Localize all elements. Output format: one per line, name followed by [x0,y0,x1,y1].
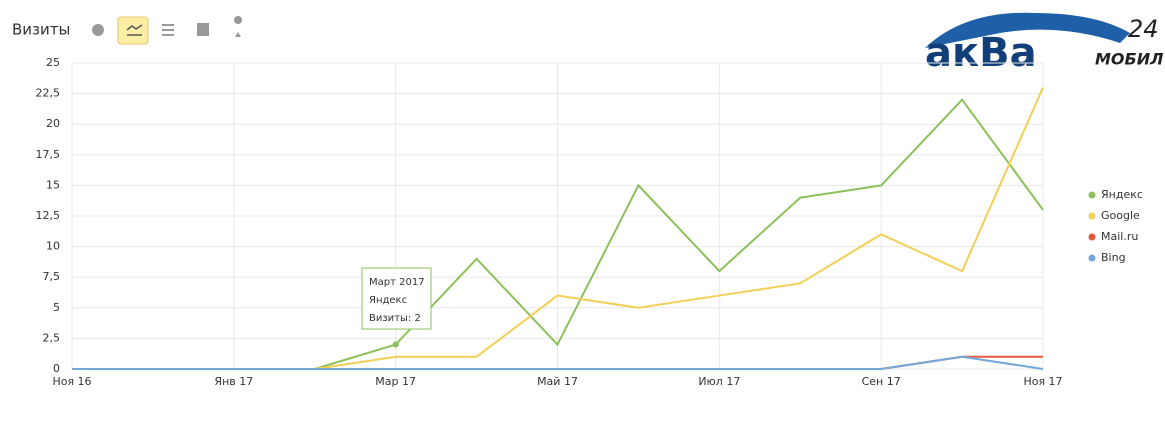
x-tick-label: Мар 17 [375,375,416,388]
tooltip: Март 2017 Яндекс Визиты: 2 [361,267,432,330]
x-tick-label: Ноя 16 [52,375,91,388]
legend-dot [1088,254,1096,262]
hover-point [392,341,399,348]
legend-dot [1088,212,1096,220]
y-tick-label: 0 [53,362,60,375]
logo-number: 24 [1128,15,1159,43]
logo-car [925,12,1130,48]
line-glyph [126,24,143,36]
tooltip-text: Визиты: 2 [369,313,421,324]
y-tick-label: 25 [46,56,60,69]
y-tick-label: 2,5 [43,331,61,344]
pie-icon[interactable] [92,24,104,36]
y-tick-label: 12,5 [36,209,61,222]
y-tick-label: 17,5 [36,148,61,161]
legend-label: Google [1101,209,1140,222]
legend-label: Mail.ru [1101,230,1138,243]
y-tick-label: 10 [46,240,60,253]
title: Визиты [12,21,70,39]
logo-sub: МОБИЛ [1095,50,1163,69]
y-tick-label: 5 [53,301,60,314]
legend-dot [1088,233,1096,241]
area-icon[interactable] [162,24,174,36]
bar-icon[interactable] [197,23,209,36]
y-tick-label: 7,5 [43,270,61,283]
line-icon-active[interactable] [117,16,149,45]
logo-word: акВа [925,30,1037,76]
x-tick-label: Сен 17 [862,375,901,388]
x-tick-label: Янв 17 [214,375,253,388]
logo: акВа МОБИЛ 24 [925,12,1163,76]
x-tick-label: Ноя 17 [1023,375,1062,388]
tooltip-box [361,267,432,330]
legend-label: Bing [1101,251,1126,264]
tooltip-series: Яндекс [369,295,407,306]
x-tick-label: Июл 17 [698,375,740,388]
y-tick-label: 15 [46,178,60,191]
tooltip-title: Март 2017 [369,277,425,288]
series-line [72,355,1044,370]
x-tick-label: Май 17 [537,375,578,388]
y-tick-label: 22,5 [36,87,61,100]
legend-label: Яндекс [1101,188,1143,201]
map-icon[interactable] [234,16,243,37]
toolbar [92,16,243,45]
y-tick-label: 20 [46,117,60,130]
legend-dot [1088,191,1096,199]
